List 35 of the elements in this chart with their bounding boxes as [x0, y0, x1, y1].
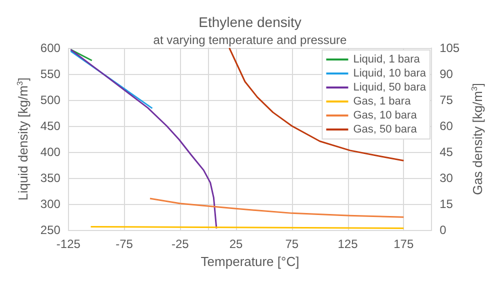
y-tick-label: 600 [40, 41, 61, 55]
y2-tick-label: 75 [440, 93, 454, 107]
x-tick-label: -25 [171, 237, 190, 251]
legend-label: Gas, 50 bara [353, 124, 418, 136]
chart-subtitle: at varying temperature and pressure [153, 33, 348, 47]
y-tick-label: 450 [40, 119, 61, 133]
y-tick-label: 350 [40, 171, 61, 185]
y2-tick-label: 15 [440, 197, 454, 211]
x-tick-label: -75 [116, 237, 134, 251]
y-axis-title: Liquid density [kg/m3] [16, 78, 30, 200]
x-tick-label: 125 [338, 237, 358, 251]
legend-label: Liquid, 10 bara [353, 68, 427, 80]
x-tick-label: 175 [394, 237, 414, 251]
legend-label: Liquid, 1 bara [353, 54, 421, 66]
y2-tick-label: 60 [440, 119, 454, 133]
x-axis-title: Temperature [°C] [200, 254, 300, 269]
y-tick-label: 400 [40, 145, 61, 159]
x-tick-label: 25 [229, 237, 244, 251]
x-tick-label: -125 [56, 237, 81, 251]
y2-tick-label: 30 [440, 171, 454, 185]
y2-tick-label: 105 [440, 41, 460, 55]
y2-axis-title: Gas density [kg/m3] [470, 82, 485, 196]
y-tick-label: 250 [40, 223, 61, 237]
legend-label: Gas, 10 bara [353, 110, 418, 122]
legend-label: Gas, 1 bara [353, 96, 412, 108]
x-tick-label: 75 [285, 237, 299, 251]
legend-label: Liquid, 50 bara [353, 82, 427, 94]
y2-tick-label: 0 [440, 223, 447, 237]
line-series [149, 198, 404, 218]
y-tick-label: 550 [40, 67, 61, 81]
y2-tick-label: 45 [440, 145, 454, 159]
y2-tick-label: 90 [440, 67, 454, 81]
y-tick-label: 500 [40, 93, 61, 107]
chart-title: Ethylene density [198, 14, 302, 30]
y-tick-label: 300 [40, 197, 61, 211]
